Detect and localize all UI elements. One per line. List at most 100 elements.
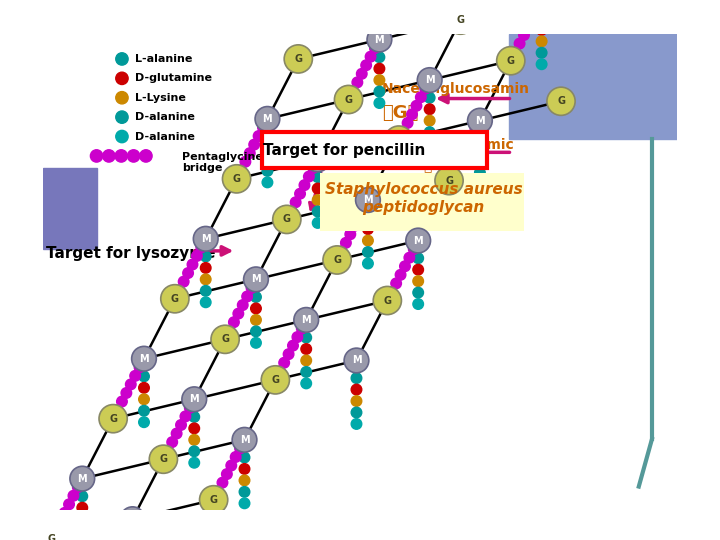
Circle shape [239,475,250,485]
Circle shape [239,452,250,463]
Circle shape [192,251,202,261]
Circle shape [408,244,419,254]
Circle shape [180,411,191,422]
Circle shape [251,315,261,325]
Circle shape [402,118,413,128]
Circle shape [73,482,83,492]
Circle shape [243,267,269,292]
Circle shape [77,514,88,524]
Circle shape [374,75,384,85]
Circle shape [251,338,261,348]
Circle shape [418,68,442,92]
Circle shape [183,268,194,278]
Circle shape [528,12,538,23]
Circle shape [116,72,128,85]
Circle shape [240,157,251,167]
Circle shape [294,188,305,199]
Bar [509,34,678,139]
Circle shape [189,446,199,457]
Circle shape [127,150,140,162]
Circle shape [116,92,128,104]
Circle shape [139,406,149,416]
Circle shape [356,69,367,79]
FancyBboxPatch shape [320,173,523,231]
Circle shape [189,411,199,422]
Circle shape [334,85,363,113]
Circle shape [301,344,312,354]
Circle shape [224,326,235,336]
Text: M: M [363,195,373,205]
Circle shape [262,143,273,153]
Circle shape [351,407,361,418]
Circle shape [196,242,207,253]
Text: M: M [201,234,210,244]
Circle shape [532,4,542,15]
Circle shape [149,445,178,474]
Circle shape [77,491,88,502]
Circle shape [116,130,128,143]
Circle shape [262,166,273,176]
Circle shape [286,206,297,216]
Circle shape [305,147,330,172]
Circle shape [369,43,380,53]
Circle shape [387,287,397,297]
Circle shape [127,531,138,540]
Text: G: G [383,295,392,306]
Circle shape [457,150,467,160]
Text: G: G [507,56,515,66]
Circle shape [229,317,239,327]
Circle shape [262,131,273,142]
Text: G: G [445,176,453,186]
Text: G: G [395,135,402,145]
Circle shape [312,172,323,183]
Circle shape [467,109,492,133]
Circle shape [345,229,356,240]
Circle shape [413,253,423,264]
Circle shape [395,269,406,280]
Text: G: G [171,294,179,304]
Circle shape [341,238,351,248]
Circle shape [348,86,359,96]
Text: M: M [374,35,384,45]
Circle shape [344,348,369,373]
Circle shape [514,38,525,49]
Circle shape [365,51,376,62]
Circle shape [292,332,302,342]
Text: N-acetylmuramic: N-acetylmuramic [382,138,515,152]
Circle shape [297,323,307,334]
Circle shape [547,87,575,116]
Circle shape [262,154,273,165]
Text: （G）: （G） [382,104,418,122]
Circle shape [50,525,61,535]
Circle shape [70,466,94,491]
Circle shape [171,428,182,439]
Circle shape [374,63,384,74]
Text: D-glutamine: D-glutamine [135,73,212,83]
Circle shape [352,77,363,87]
Text: Target for lysozyme: Target for lysozyme [46,246,215,261]
Circle shape [304,171,314,182]
Circle shape [167,437,178,447]
Circle shape [283,349,294,360]
Circle shape [120,507,145,531]
Circle shape [233,308,243,319]
Circle shape [407,109,418,120]
Text: G: G [557,96,565,106]
Circle shape [238,300,248,310]
Circle shape [301,355,312,366]
Text: M: M [263,114,272,124]
Text: M: M [313,154,323,165]
Text: Nacetylglucosamin: Nacetylglucosamin [382,82,530,96]
Circle shape [249,139,259,150]
Circle shape [536,59,547,70]
Text: G: G [283,214,291,225]
Circle shape [274,366,285,376]
Text: G: G [345,94,353,105]
Circle shape [68,490,78,501]
Circle shape [59,508,70,518]
Circle shape [222,165,251,193]
Circle shape [406,228,431,253]
Circle shape [200,251,211,262]
Circle shape [91,150,103,162]
Circle shape [262,177,273,188]
